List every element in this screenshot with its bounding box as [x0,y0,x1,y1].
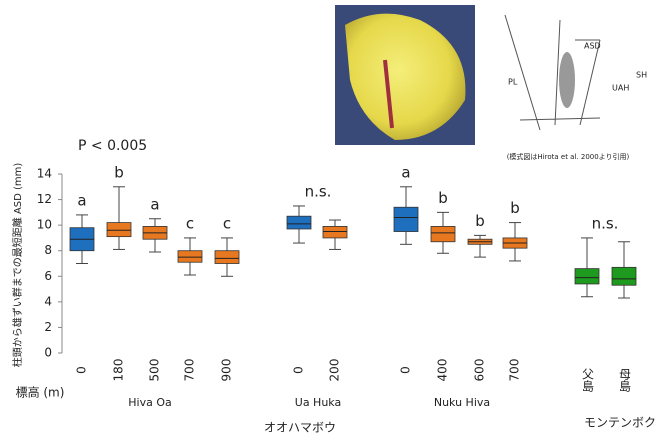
diagram-stamens [559,52,575,108]
sig-letter: c [223,214,231,232]
y-tick-label: 14 [37,167,52,181]
y-tick-label: 12 [37,192,52,206]
sig-letter: b [510,199,520,217]
y-label: 柱頭から雄ずい群までの最短距離 ASD (mm) [11,163,24,368]
box [287,216,311,229]
fig-label: SH [636,71,647,80]
x-tick-label: 700 [183,359,197,382]
y-tick-label: 10 [37,218,52,232]
box [323,226,347,238]
box [107,223,131,237]
sig-letter: a [150,195,159,213]
fig-label: PL [508,78,518,87]
x-tick-label: 200 [328,359,342,382]
group-label: Nuku Hiva [434,396,490,409]
x-tick-label: 500 [148,359,162,382]
x-tick-label: 180 [112,359,126,382]
sig-letter: b [114,163,124,181]
sig-letter: b [475,212,485,230]
box [178,251,202,263]
box [612,267,636,285]
y-tick-label: 2 [44,320,52,334]
species-label: オオハマボウ [264,421,336,435]
sig-label: n.s. [305,182,332,200]
x-tick-label: 900 [220,359,234,382]
sig-letter: a [401,163,410,181]
group-label: Ua Huka [295,396,341,409]
x-label: 標高 (m) [16,385,65,400]
x-tick-label: 0 [399,366,413,374]
box [215,251,239,264]
sig-letter: c [186,214,194,232]
fig-label: UAH [612,84,629,93]
fig-caption: (模式図はHirota et al. 2000より引用) [507,152,630,161]
box [394,207,418,231]
diagram [505,15,600,130]
fig-label: ASD [584,42,601,51]
sig-letter: a [77,191,86,209]
x-tick-label: 0 [292,366,306,374]
box [431,226,455,241]
x-tick-label: 400 [436,359,450,382]
x-tick-label: 700 [508,359,522,382]
group-label: Hiva Oa [128,396,171,409]
sig-label: n.s. [592,214,619,232]
y-tick-label: 4 [44,294,52,308]
chart: ASD PL UAH SH (模式図はHirota et al. 2000より引… [0,0,664,437]
annotation: P < 0.005 [78,138,147,154]
box [575,269,599,284]
y-tick-label: 6 [44,269,52,283]
x-tick-label: 600 [473,359,487,382]
x-tick-label: 母島 [618,368,632,393]
y-tick-label: 0 [44,346,52,360]
sig-letter: b [438,189,448,207]
x-tick-label: 父島 [581,368,595,393]
y-tick-label: 8 [44,243,52,257]
species-label: モンテンボク [584,416,656,430]
x-tick-label: 0 [75,366,89,374]
